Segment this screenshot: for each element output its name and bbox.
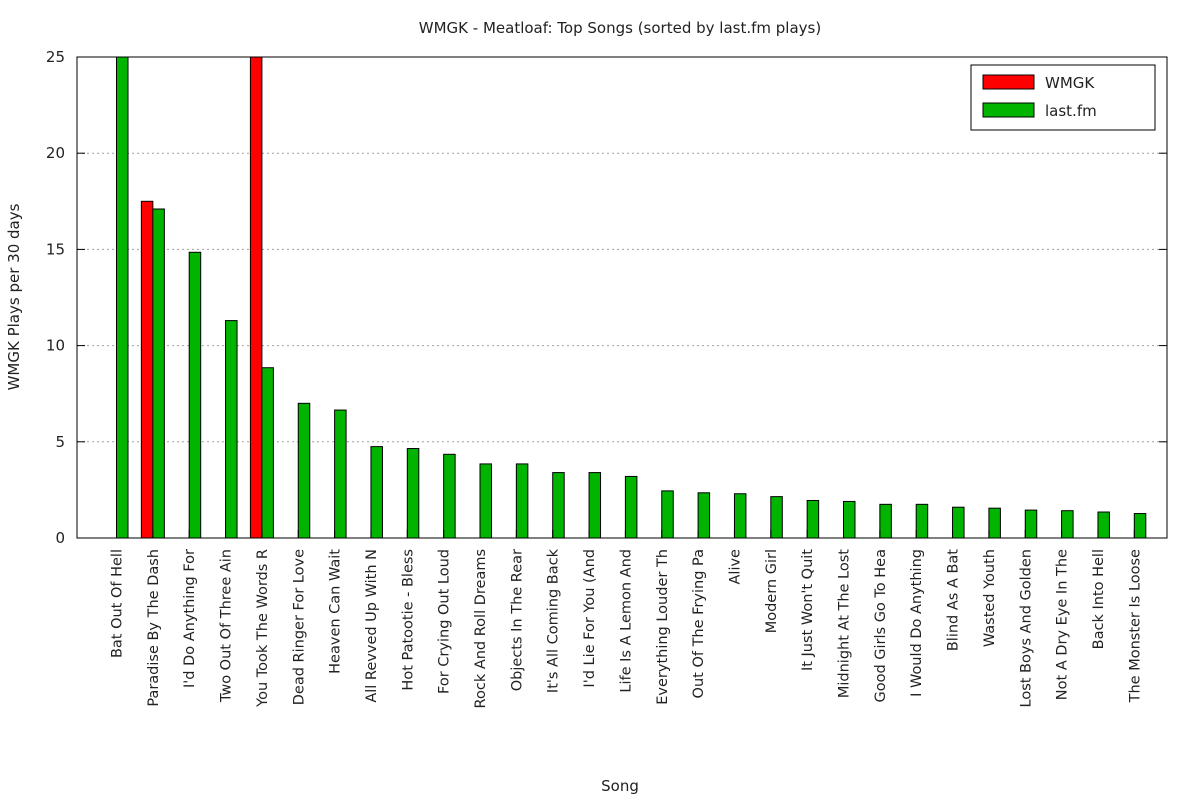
plot-frame (76, 56, 1168, 539)
x-tick-label: I'd Lie For You (And (582, 549, 598, 688)
legend-swatch-wmgk (982, 74, 1035, 90)
bar-lastfm (479, 463, 492, 539)
bar-lastfm (1024, 509, 1038, 539)
y-axis-ticks: 0 5 10 15 20 25 (46, 48, 1167, 547)
x-tick-label: Out Of The Frying Pa (691, 549, 707, 698)
x-tick-label: Two Out Of Three Ain (219, 549, 235, 703)
bar-lastfm (116, 56, 129, 539)
x-tick-label: Paradise By The Dash (146, 549, 162, 707)
bar-lastfm (1097, 511, 1110, 539)
x-axis-label: Song (601, 777, 639, 795)
x-tick-label: Good Girls Go To Hea (873, 549, 889, 703)
bar-lastfm (334, 409, 347, 539)
x-tick-label: Hot Patootie - Bless (400, 549, 416, 691)
bar-lastfm (1133, 513, 1147, 539)
bar-lastfm (552, 472, 565, 539)
x-tick-label: Rock And Roll Dreams (473, 549, 489, 708)
bar-lastfm (879, 503, 892, 539)
bar-lastfm (515, 463, 529, 539)
x-axis-ticks: Bat Out Of Hell Paradise By The Dash I'd D… (110, 530, 1143, 708)
x-tick-label: Heaven Can Wait (328, 549, 344, 674)
bar-lastfm (406, 448, 420, 539)
x-tick-label: For Crying Out Loud (437, 549, 453, 694)
grid-lines (77, 152, 1167, 443)
x-tick-label: All Revved Up With N (364, 549, 380, 703)
x-tick-label: Not A Dry Eye In The (1055, 549, 1071, 700)
bar-lastfm (988, 507, 1001, 539)
bar-lastfm (297, 402, 311, 539)
x-tick-label: Alive (727, 549, 743, 585)
bar-lastfm (1061, 510, 1074, 539)
bar-wmgk (140, 200, 154, 539)
bar-lastfm (443, 453, 456, 539)
bar-lastfm (843, 500, 856, 539)
bar-lastfm (915, 503, 929, 539)
bar-lastfm (806, 499, 820, 539)
bar-lastfm (770, 496, 783, 539)
bar-lastfm (188, 251, 202, 539)
y-tick-label: 20 (46, 144, 65, 162)
x-tick-label: Midnight At The Lost (837, 549, 853, 698)
x-tick-label: I'd Do Anything For (182, 549, 198, 688)
x-tick-label: Objects In The Rear (509, 549, 525, 691)
y-tick-label: 10 (46, 337, 65, 355)
x-tick-label: Dead Ringer For Love (291, 549, 307, 705)
bar-lastfm (733, 493, 747, 539)
y-tick-label: 25 (46, 48, 65, 66)
x-tick-label: You Took The Words R (255, 549, 271, 708)
x-tick-label: Blind As A Bat (946, 549, 962, 651)
x-tick-label: I Would Do Anything (909, 549, 925, 697)
bar-lastfm (661, 490, 674, 539)
bar-lastfm (624, 475, 638, 539)
x-tick-label: The Monster Is Loose (1127, 549, 1143, 703)
bar-lastfm (952, 506, 965, 539)
y-tick-label: 5 (55, 433, 65, 451)
y-tick-label: 0 (55, 529, 65, 547)
x-tick-label: Back Into Hell (1091, 549, 1107, 649)
bar-lastfm (697, 492, 711, 539)
x-tick-label: It's All Coming Back (546, 548, 562, 693)
y-tick-label: 15 (46, 240, 65, 258)
x-tick-label: Modern Girl (764, 549, 780, 633)
legend-label-lastfm: last.fm (1045, 102, 1097, 120)
bar-lastfm (225, 320, 238, 539)
x-tick-label: Bat Out Of Hell (110, 549, 126, 658)
bar-lastfm (370, 446, 383, 539)
bar-lastfm (588, 472, 602, 539)
x-tick-label: Everything Louder Th (655, 549, 671, 705)
bar-wmgk (249, 56, 263, 539)
legend-swatch-lastfm (982, 102, 1035, 118)
x-tick-label: Life Is A Lemon And (618, 549, 634, 693)
x-tick-label: It Just Won't Quit (800, 549, 816, 671)
legend-label-wmgk: WMGK (1045, 74, 1095, 92)
bar-lastfm (152, 208, 165, 539)
chart-title: WMGK - Meatloaf: Top Songs (sorted by la… (419, 19, 821, 37)
bar-lastfm (261, 367, 274, 539)
y-axis-label: WMGK Plays per 30 days (5, 203, 23, 390)
legend: WMGK last.fm (970, 64, 1156, 131)
x-tick-label: Wasted Youth (982, 549, 998, 647)
x-tick-label: Lost Boys And Golden (1018, 549, 1034, 707)
